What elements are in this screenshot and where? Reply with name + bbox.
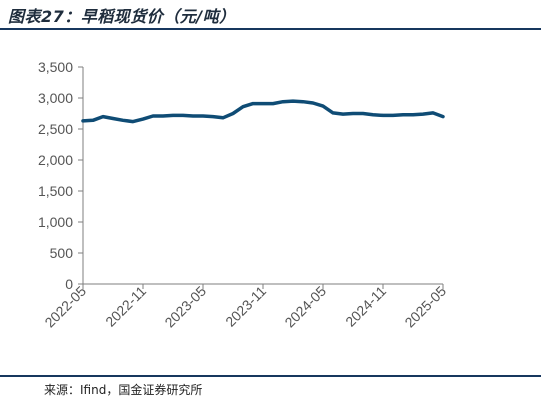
plot-area: [81, 99, 445, 124]
y-tick-label: 1,500: [38, 183, 73, 199]
x-tick-label: 2025-05: [401, 283, 449, 331]
source-note: 来源：Ifind，国金证券研究所: [44, 383, 203, 397]
x-tick-label: 2022-11: [102, 283, 149, 330]
y-tick-label: 2,500: [38, 121, 73, 137]
y-tick-label: 1,000: [38, 214, 73, 230]
y-tick-label: 3,500: [38, 59, 73, 75]
x-tick-label: 2023-05: [161, 283, 209, 331]
bottom-divider: [0, 375, 541, 377]
y-tick-label: 0: [65, 276, 73, 292]
x-axis: 2022-05 2022-11 2023-05 2023-11 2024-05 2024-…: [41, 283, 449, 331]
x-tick-label: 2024-05: [281, 283, 329, 331]
y-tick-label: 3,000: [38, 90, 73, 106]
y-tick-label: 2,000: [38, 152, 73, 168]
series-line: [81, 99, 445, 124]
x-tick-label: 2024-11: [342, 283, 389, 330]
line-chart: 0 500 1,000 1,500 2,000 2,500 3,000 3,500 2022-…: [38, 59, 449, 331]
chart-title: 图表27：早稻现货价（元/吨）: [8, 7, 236, 26]
y-tick-label: 500: [50, 245, 74, 261]
y-axis: 0 500 1,000 1,500 2,000 2,500 3,000 3,500: [38, 59, 84, 292]
x-tick-label: 2023-11: [222, 283, 269, 330]
top-divider: [0, 28, 541, 30]
